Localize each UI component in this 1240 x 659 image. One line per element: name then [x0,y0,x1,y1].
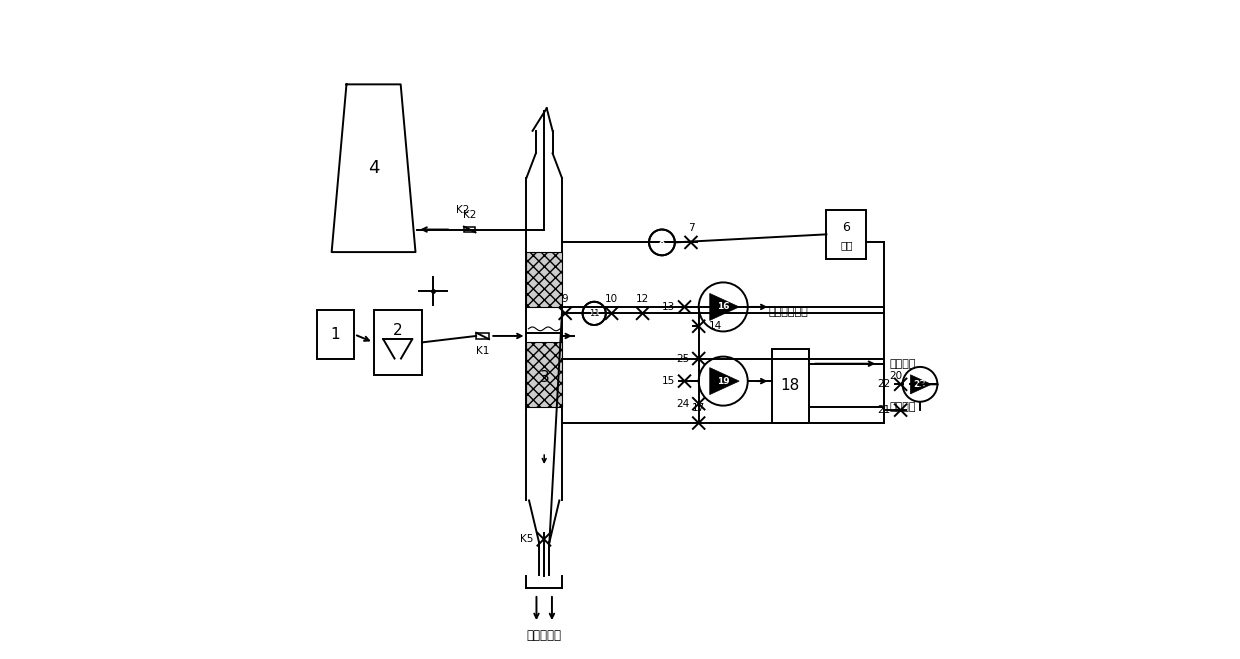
Bar [771,349,808,423]
Text: 25: 25 [676,353,689,364]
Text: 21: 21 [878,405,892,415]
Text: 11: 11 [588,309,600,318]
Bar [373,310,422,375]
Bar [527,252,562,307]
Text: 12: 12 [636,294,650,304]
Text: 14: 14 [708,322,722,331]
Text: 6: 6 [842,221,851,233]
Text: 碱液: 碱液 [841,240,853,250]
Text: 4: 4 [368,159,379,177]
Text: K5: K5 [521,534,533,544]
Text: K2: K2 [463,210,476,221]
Text: 20: 20 [889,371,903,381]
Text: K2: K2 [455,206,469,215]
Text: 13: 13 [662,302,675,312]
Text: 10: 10 [605,294,619,304]
Text: 厂用热水: 厂用热水 [889,402,915,412]
Text: 集中供热回水: 集中供热回水 [769,306,808,316]
Text: 17: 17 [692,403,706,413]
Text: 16: 16 [717,302,729,312]
Text: 3: 3 [539,370,549,386]
Text: 24: 24 [676,399,689,409]
Text: 11: 11 [589,309,599,318]
Text: 热网供水: 热网供水 [889,358,915,368]
Text: 19: 19 [717,376,729,386]
Text: 1: 1 [331,327,340,342]
Text: 9: 9 [562,294,568,304]
Text: 7: 7 [688,223,694,233]
Bar [826,210,867,258]
Text: 22: 22 [878,380,892,389]
Text: K1: K1 [476,345,490,356]
Bar [316,310,355,358]
Bar [476,333,489,339]
Text: 冷凝水处理: 冷凝水处理 [527,629,562,643]
Bar [527,343,562,407]
Polygon shape [709,368,739,395]
Text: 18: 18 [781,378,800,393]
Text: 8: 8 [658,238,665,247]
Text: 2: 2 [393,324,403,338]
Polygon shape [709,293,739,320]
Polygon shape [910,375,931,394]
Bar [464,227,475,233]
Text: 15: 15 [662,376,675,386]
Text: 23: 23 [914,380,926,389]
